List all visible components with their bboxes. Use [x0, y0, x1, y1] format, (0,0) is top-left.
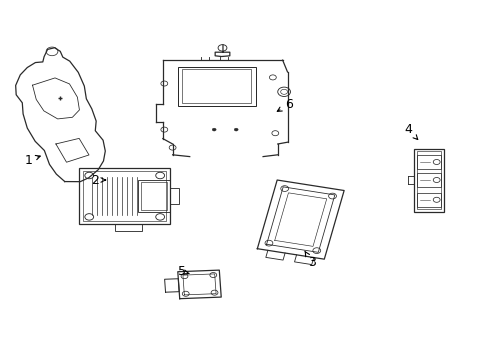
Bar — [141, 182, 167, 210]
Bar — [182, 69, 250, 103]
Bar — [416, 193, 440, 207]
Circle shape — [234, 128, 238, 131]
Bar — [416, 173, 440, 187]
Bar — [416, 151, 440, 210]
Circle shape — [212, 128, 216, 131]
Bar — [79, 168, 170, 224]
Text: 2: 2 — [91, 174, 105, 186]
Text: 6: 6 — [277, 98, 292, 111]
Bar — [177, 67, 255, 106]
Bar — [138, 180, 170, 212]
Text: 3: 3 — [304, 251, 315, 269]
Bar — [413, 149, 443, 211]
Text: 4: 4 — [404, 123, 417, 140]
Text: 5: 5 — [178, 265, 189, 278]
Bar — [416, 155, 440, 169]
Bar — [170, 188, 179, 204]
Text: 1: 1 — [24, 154, 40, 167]
Bar — [83, 171, 165, 221]
Bar — [115, 224, 142, 231]
